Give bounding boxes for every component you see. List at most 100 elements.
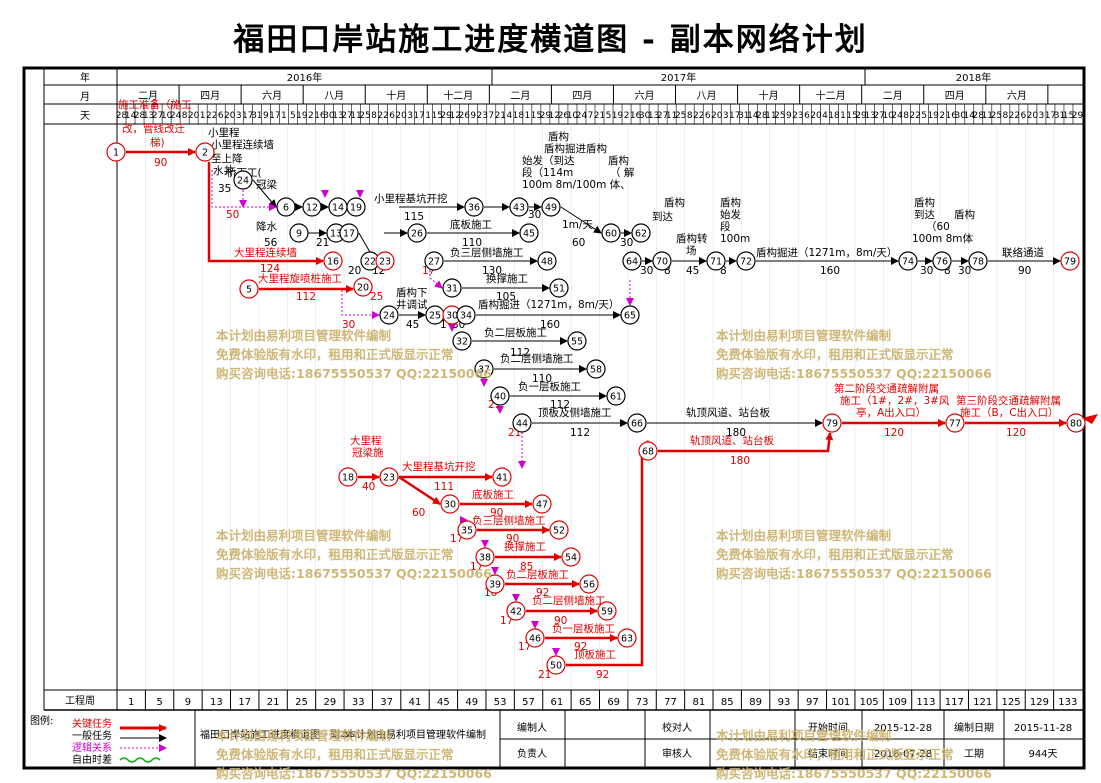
week-label: 41: [409, 697, 422, 708]
week-label: 25: [295, 697, 308, 708]
task-label: 30: [958, 265, 971, 277]
event-node-number: 5: [246, 285, 252, 296]
month-label: 六月: [262, 90, 282, 102]
task-label: 盾构: [548, 130, 569, 143]
week-label: 53: [494, 697, 507, 708]
task-label: 负二层侧墙施工: [532, 594, 606, 607]
week-label: 73: [636, 697, 649, 708]
task-label: 到达: [652, 211, 673, 223]
week-label: 37: [380, 697, 393, 708]
task-label: 段: [720, 220, 731, 233]
month-label: 六月: [1007, 90, 1027, 102]
day-label: 17: [729, 111, 740, 121]
event-node-number: 24: [383, 311, 395, 322]
day-label: 14: [125, 111, 137, 121]
event-node-number: 58: [590, 365, 602, 376]
info-end-value: 2018-07-28: [874, 749, 932, 760]
day-label: 31: [1054, 111, 1065, 121]
critical-task-arrow: [207, 162, 324, 265]
event-node-number: 14: [332, 203, 344, 214]
task-label: 105: [496, 291, 516, 303]
day-label: 13: [864, 111, 875, 121]
day-label: 21: [495, 111, 506, 121]
event-node-number: 68: [642, 447, 654, 458]
logic-relation-arrow: [211, 170, 277, 211]
task-label: 大里程旋喷桩施工: [258, 272, 342, 285]
event-node: [525, 628, 545, 648]
task-label: 21: [538, 669, 551, 681]
event-node: [339, 223, 359, 243]
legend-logic-label: 逻辑关系: [72, 741, 112, 754]
event-node-number: 17: [343, 229, 355, 240]
event-node: [338, 467, 358, 487]
day-label: 28: [756, 111, 768, 121]
watermark-line: 购买咨询电话:18675550537 QQ:22150066: [216, 566, 492, 581]
day-label: 13: [143, 111, 154, 121]
task-label: 盾构下: [396, 286, 428, 299]
day-label: 29: [540, 111, 552, 121]
event-node: [289, 223, 309, 243]
year-label: 2018年: [956, 71, 991, 84]
event-node: [532, 494, 552, 514]
week-label: 77: [664, 697, 677, 708]
task-label: 盾构: [608, 154, 629, 167]
month-label: 八月: [324, 90, 344, 102]
day-label: 20: [188, 111, 200, 121]
day-label: 28: [973, 111, 985, 121]
event-node-number: 27: [428, 257, 440, 268]
task-label: 井调试: [396, 298, 428, 311]
task-label: 120: [1006, 427, 1026, 439]
week-label: 113: [916, 697, 935, 708]
critical-task-arrow: [658, 432, 834, 453]
day-label: 10: [882, 111, 894, 121]
task-label: 85: [520, 561, 533, 573]
week-label: 65: [579, 697, 592, 708]
info-editor-label: 编制人: [517, 721, 547, 734]
day-label: 14: [964, 111, 976, 121]
day-label: 24: [891, 111, 903, 121]
task-label: 小里程: [208, 127, 240, 139]
day-label: 8: [903, 111, 909, 121]
event-node-number: 77: [949, 419, 961, 430]
event-node: [601, 223, 621, 243]
day-label: 15: [431, 111, 442, 121]
event-node: [652, 251, 672, 271]
week-label: 69: [607, 697, 620, 708]
event-node-number: 56: [583, 580, 595, 591]
info-owner-label: 负责人: [517, 747, 547, 760]
year-label: 2016年: [287, 71, 322, 84]
task-label: 110: [462, 237, 482, 249]
event-node: [519, 223, 539, 243]
event-node-number: 55: [571, 337, 583, 348]
event-node-number: 45: [523, 229, 535, 240]
event-node-number: 47: [536, 500, 548, 511]
day-label: 1: [281, 111, 287, 121]
duration-label: 20: [348, 265, 361, 277]
task-label: 90: [1018, 265, 1031, 277]
event-node: [302, 197, 322, 217]
day-label: 20: [810, 111, 822, 121]
info-checker-label: 校对人: [662, 721, 692, 734]
task-label: 8: [944, 265, 951, 277]
info-date-label: 编制日期: [954, 721, 994, 734]
event-node-number: 9: [296, 229, 302, 240]
watermark-line: 免费体验版有水印，租用和正式版显示正常: [216, 347, 454, 362]
event-node: [353, 277, 373, 297]
task-label: 负二层板施工: [484, 326, 547, 339]
event-node-number: 79: [1064, 257, 1076, 268]
event-node: [541, 197, 561, 217]
event-node-number: 37: [478, 365, 490, 376]
watermark-line: 购买咨询电话:18675550537 QQ:22150066: [216, 366, 492, 381]
event-node-number: 39: [489, 580, 501, 591]
task-label: 50: [226, 209, 239, 221]
event-node: [276, 197, 296, 217]
event-node-number: 62: [635, 229, 647, 240]
task-label: 30: [640, 265, 653, 277]
month-label: 十月: [386, 89, 406, 102]
day-label: 7: [488, 111, 494, 121]
day-label: 23: [477, 111, 488, 121]
task-label: 负二层板施工: [506, 568, 569, 581]
day-label: 9: [470, 111, 476, 121]
event-node-number: 38: [479, 553, 491, 564]
task-label: 场: [686, 244, 697, 257]
